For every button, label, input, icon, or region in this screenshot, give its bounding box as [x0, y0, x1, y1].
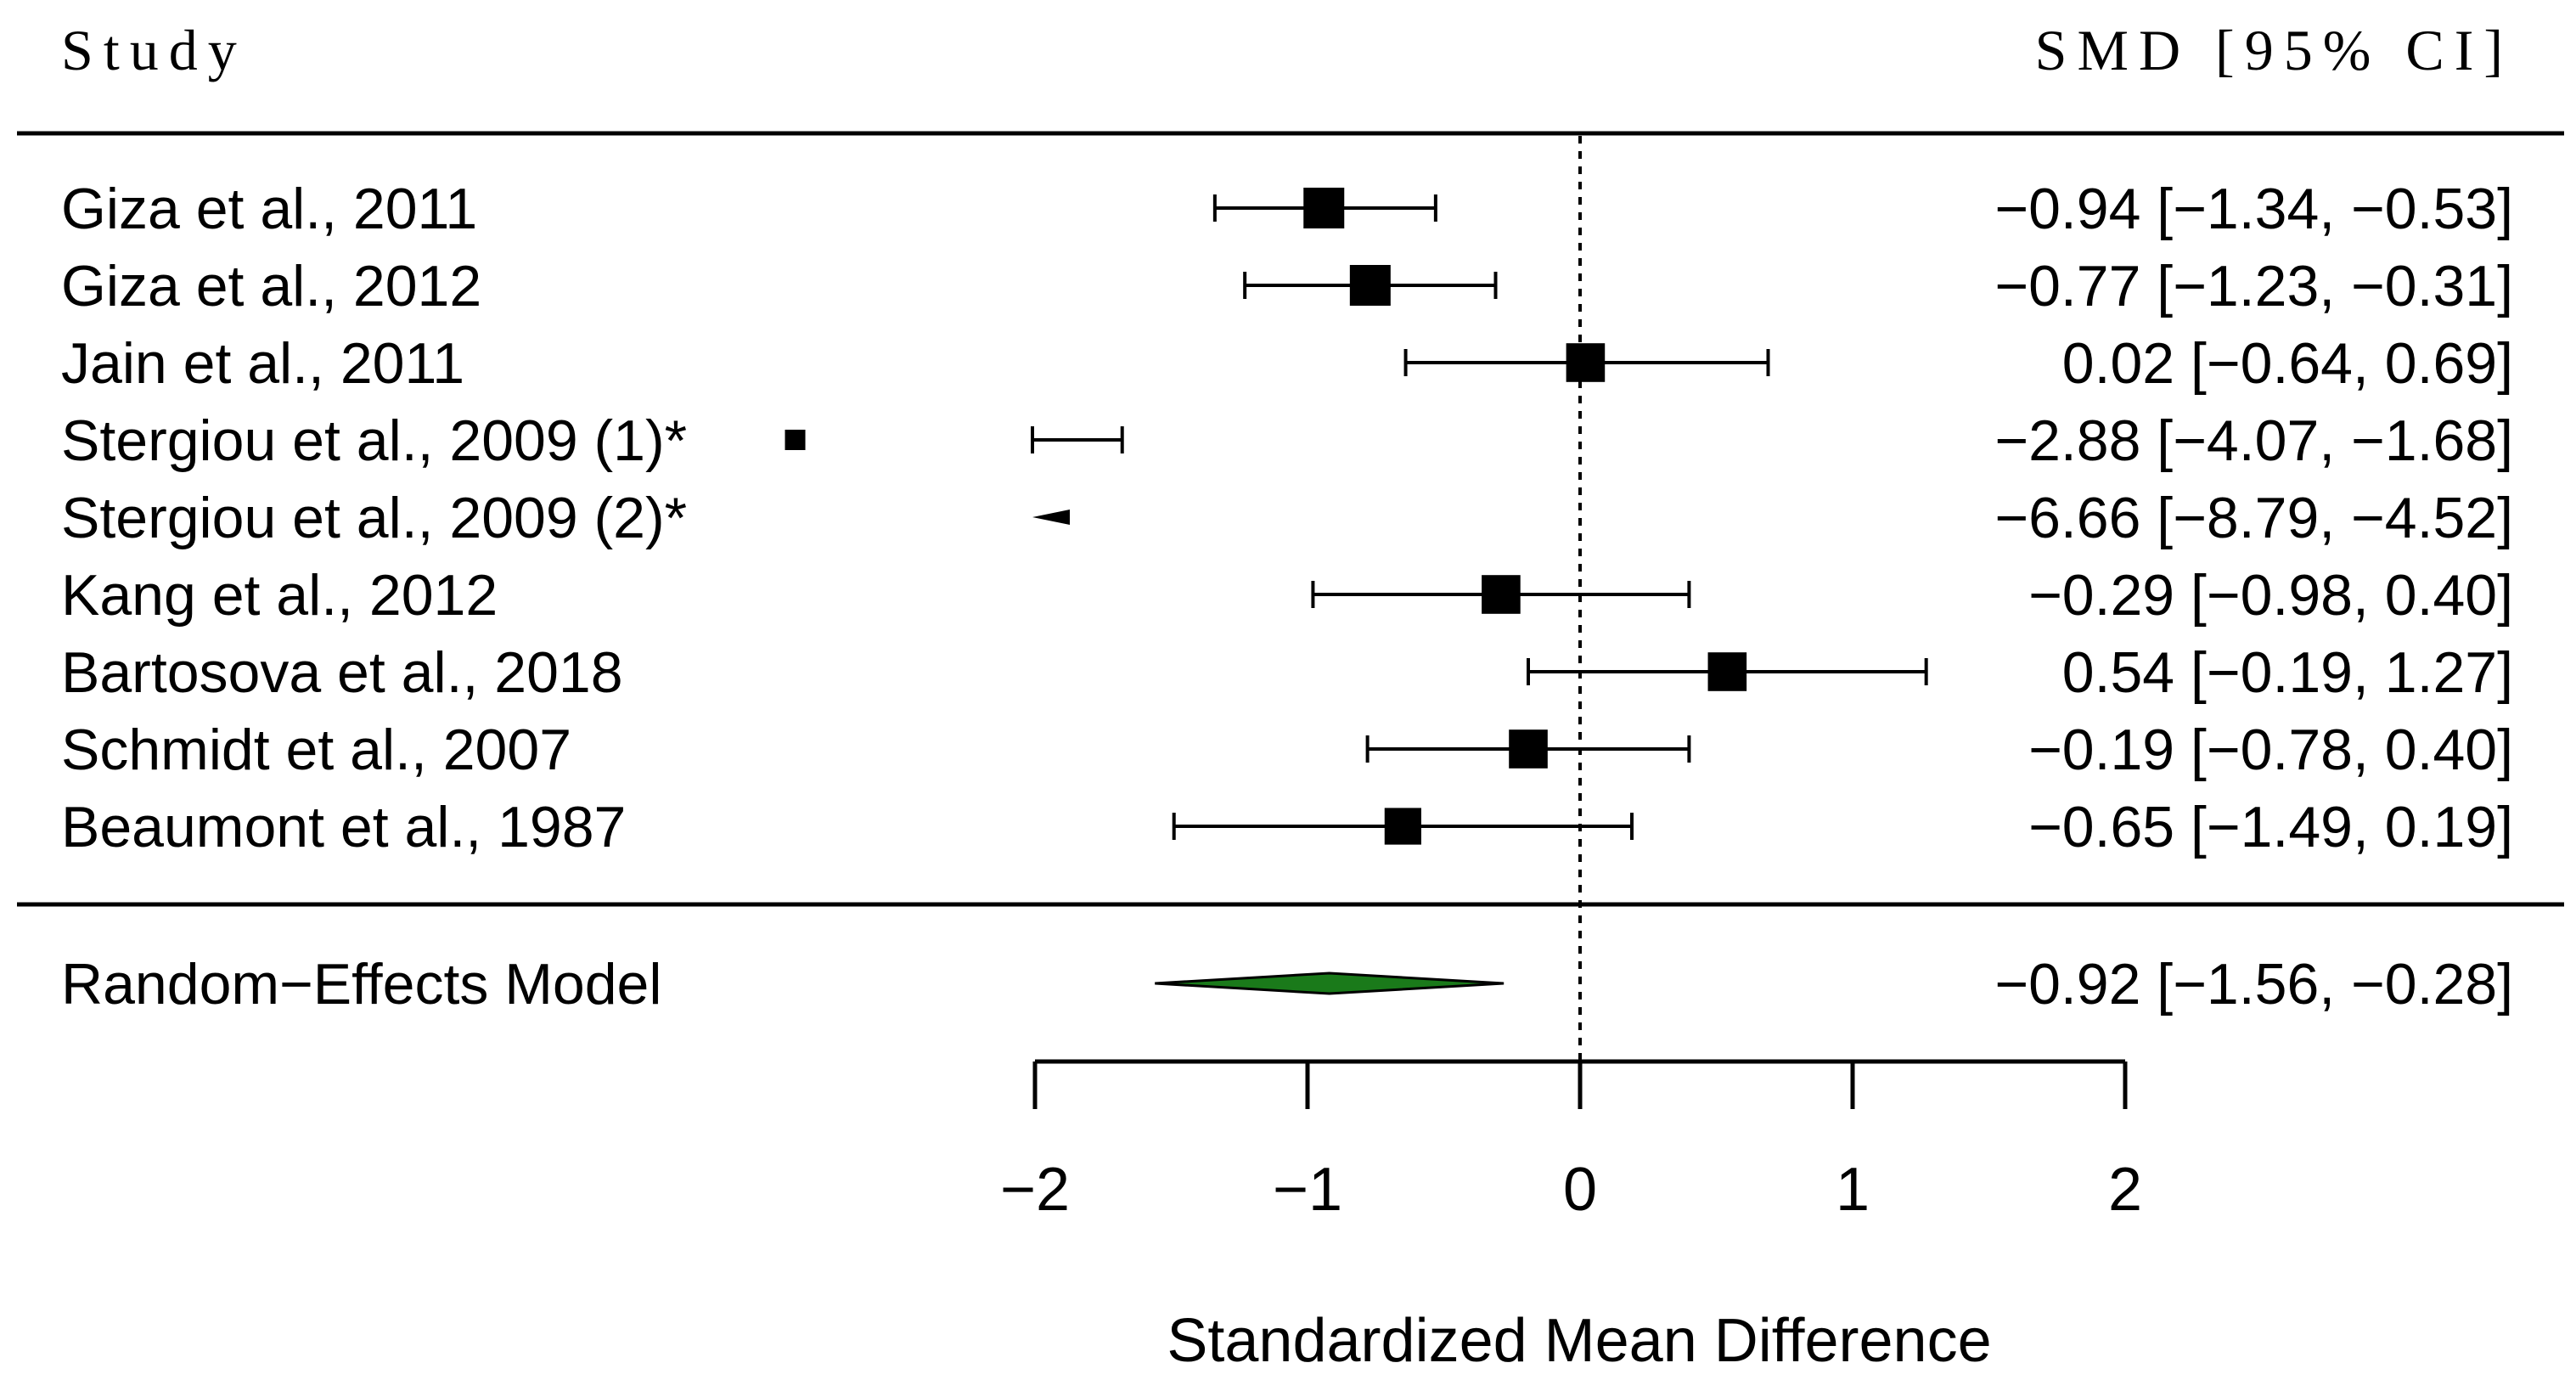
summary-label: Random−Effects Model — [61, 952, 661, 1016]
study-label: Stergiou et al., 2009 (1)* — [61, 408, 687, 473]
study-estimate-text: −6.66 [−8.79, −4.52] — [1994, 486, 2513, 550]
study-estimate-text: −0.77 [−1.23, −0.31] — [1994, 254, 2513, 318]
x-tick-label: 2 — [2108, 1156, 2142, 1224]
study-estimate-text: −0.19 [−0.78, 0.40] — [2028, 718, 2513, 782]
header-study-label: Study — [61, 18, 247, 82]
study-label: Giza et al., 2012 — [61, 254, 481, 318]
study-label: Schmidt et al., 2007 — [61, 718, 571, 782]
study-label: Kang et al., 2012 — [61, 563, 498, 628]
study-label: Beaumont et al., 1987 — [61, 795, 626, 859]
study-row: Giza et al., 2012 −0.77 [−1.23, −0.31] — [61, 254, 2513, 318]
study-row: Schmidt et al., 2007 −0.19 [−0.78, 0.40] — [61, 718, 2513, 782]
study-estimate-text: −0.65 [−1.49, 0.19] — [2028, 795, 2513, 859]
study-row: Giza et al., 2011 −0.94 [−1.34, −0.53] — [61, 177, 2513, 241]
estimate-square — [1707, 652, 1747, 691]
estimate-square — [1482, 575, 1521, 614]
estimate-square — [1384, 808, 1421, 845]
estimate-square — [785, 430, 806, 450]
study-estimate-text: 0.54 [−0.19, 1.27] — [2062, 640, 2513, 705]
study-estimate-text: −2.88 [−4.07, −1.68] — [1994, 408, 2513, 473]
study-row: Beaumont et al., 1987 −0.65 [−1.49, 0.19] — [61, 795, 2513, 859]
study-row: Kang et al., 2012 −0.29 [−0.98, 0.40] — [61, 563, 2513, 628]
estimate-square — [1509, 729, 1548, 769]
x-axis-title: Standardized Mean Difference — [1167, 1307, 1991, 1375]
study-label: Jain et al., 2011 — [61, 331, 464, 396]
estimate-square — [1566, 343, 1606, 382]
study-label: Stergiou et al., 2009 (2)* — [61, 486, 687, 550]
summary-row: Random−Effects Model −0.92 [−1.56, −0.28] — [61, 952, 2513, 1016]
summary-diamond — [1155, 971, 1505, 995]
study-row: Stergiou et al., 2009 (1)* −2.88 [−4.07, … — [61, 408, 2513, 473]
study-estimate-text: −0.94 [−1.34, −0.53] — [1994, 177, 2513, 241]
x-tick-label: −2 — [1000, 1156, 1070, 1224]
estimate-square — [1349, 265, 1391, 306]
estimate-square — [1303, 188, 1345, 228]
header-effect-label: SMD [95% CI] — [2035, 18, 2513, 82]
study-row: Jain et al., 2011 0.02 [−0.64, 0.69] — [61, 331, 2513, 396]
study-row: Bartosova et al., 2018 0.54 [−0.19, 1.27] — [61, 640, 2513, 705]
x-tick-label: 1 — [1836, 1156, 1870, 1224]
x-tick-label: −1 — [1273, 1156, 1342, 1224]
study-estimate-text: 0.02 [−0.64, 0.69] — [2062, 331, 2513, 396]
study-estimate-text: −0.29 [−0.98, 0.40] — [2028, 563, 2513, 628]
x-axis: −2 −1 0 1 2 — [1000, 1059, 2142, 1224]
study-rows: Giza et al., 2011 −0.94 [−1.34, −0.53]Giz… — [61, 177, 2513, 859]
x-tick-label: 0 — [1563, 1156, 1597, 1224]
summary-estimate-text: −0.92 [−1.56, −0.28] — [1994, 952, 2513, 1016]
study-label: Bartosova et al., 2018 — [61, 640, 623, 705]
study-label: Giza et al., 2011 — [61, 177, 477, 241]
study-row: Stergiou et al., 2009 (2)* −6.66 [−8.79, … — [61, 486, 2513, 550]
ci-arrow — [1032, 510, 1070, 525]
